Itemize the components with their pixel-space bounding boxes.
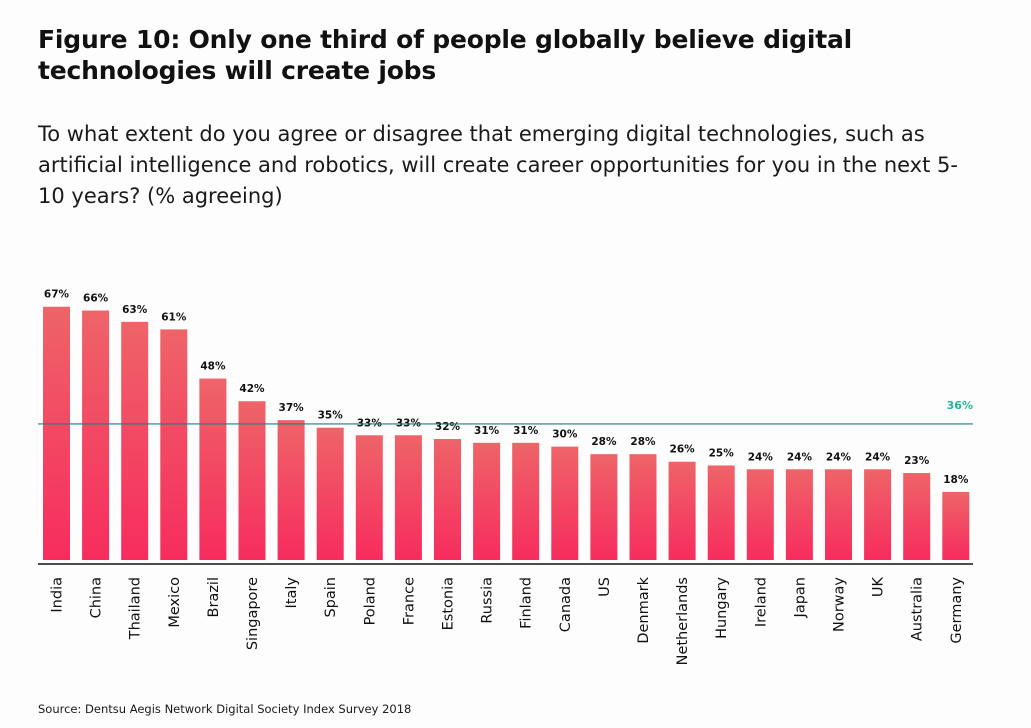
category-label: UK — [871, 577, 887, 598]
value-label: 24% — [826, 451, 852, 463]
bar-australia — [903, 473, 931, 560]
bar-brazil — [199, 378, 227, 560]
category-label: Thailand — [128, 577, 144, 640]
source-note: Source: Dentsu Aegis Network Digital Soc… — [38, 702, 412, 716]
value-label: 31% — [513, 425, 539, 437]
value-label: 37% — [279, 402, 305, 414]
category-label: Denmark — [636, 576, 652, 643]
bar-mexico — [160, 329, 188, 560]
bar-netherlands — [668, 461, 696, 560]
category-label: Italy — [284, 577, 300, 609]
bar-germany — [942, 491, 970, 560]
bar-china — [82, 310, 110, 560]
value-label: 61% — [161, 311, 187, 323]
value-label: 28% — [630, 436, 656, 448]
bar-finland — [512, 442, 540, 560]
value-label: 63% — [122, 304, 148, 316]
bar-norway — [825, 469, 852, 560]
category-label: India — [50, 577, 66, 613]
category-labels-group: India China Thailand Mexico Brazil Singapore I… — [50, 576, 965, 665]
value-label: 24% — [865, 451, 891, 463]
category-label: Estonia — [441, 577, 457, 630]
value-label: 67% — [44, 289, 70, 301]
category-label: Finland — [519, 577, 535, 629]
category-label: Singapore — [245, 577, 261, 650]
category-label: Canada — [558, 577, 574, 632]
bar-denmark — [629, 454, 657, 560]
value-label: 33% — [357, 417, 383, 429]
bar-italy — [277, 420, 305, 560]
bar-poland — [355, 435, 383, 560]
bar-canada — [551, 446, 579, 560]
bar-india — [43, 306, 70, 560]
category-label: Hungary — [714, 577, 730, 639]
category-label: Brazil — [206, 577, 222, 617]
bar-singapore — [238, 401, 266, 560]
category-label: Mexico — [167, 577, 183, 628]
bars-group — [43, 306, 970, 560]
figure-title: Figure 10: Only one third of people glob… — [38, 25, 852, 85]
category-label: China — [89, 577, 105, 618]
bar-hungary — [707, 465, 735, 560]
category-label: Poland — [362, 577, 378, 625]
value-labels-group: 67% 66% 63% 61% 48% 42% 37% 35% 33% 33% 32% 31% 31% 3… — [44, 289, 969, 486]
category-label: US — [597, 577, 613, 597]
value-label: 25% — [709, 448, 735, 460]
category-label: Australia — [910, 577, 926, 641]
value-label: 24% — [787, 451, 813, 463]
value-label: 48% — [200, 361, 226, 373]
value-label: 26% — [670, 444, 696, 456]
value-label: 33% — [396, 417, 422, 429]
category-label: Germany — [949, 577, 965, 644]
category-label: Japan — [792, 577, 808, 618]
bar-thailand — [121, 321, 149, 560]
category-label: Ireland — [753, 577, 769, 627]
category-label: Spain — [323, 577, 339, 618]
bar-us — [590, 454, 618, 560]
value-label: 31% — [474, 425, 500, 437]
bar-russia — [473, 442, 501, 560]
bar-spain — [316, 427, 344, 560]
value-label: 66% — [83, 293, 109, 305]
category-label: France — [401, 577, 417, 625]
bar-estonia — [434, 439, 461, 560]
value-label: 42% — [239, 383, 265, 395]
value-label: 24% — [748, 451, 774, 463]
bar-ireland — [746, 469, 774, 560]
value-label: 18% — [943, 474, 969, 486]
bar-uk — [864, 469, 892, 560]
bar-japan — [785, 469, 813, 560]
value-label: 35% — [318, 410, 344, 422]
category-label: Norway — [832, 577, 848, 632]
average-reference-label: 36% — [947, 399, 973, 412]
category-label: Russia — [480, 577, 496, 624]
value-label: 30% — [552, 429, 578, 441]
category-label: Netherlands — [675, 577, 691, 665]
survey-question: To what extent do you agree or disagree … — [38, 122, 958, 208]
value-label: 28% — [591, 436, 617, 448]
value-label: 32% — [435, 421, 461, 433]
bar-france — [394, 435, 422, 560]
value-label: 23% — [904, 455, 930, 467]
